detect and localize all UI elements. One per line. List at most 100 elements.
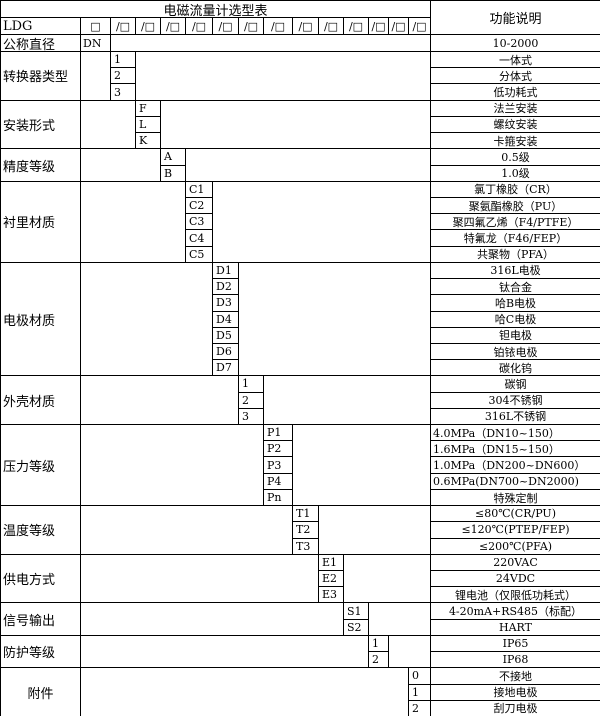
option-desc: 分体式 bbox=[431, 68, 600, 85]
group-label: 精度等级 bbox=[1, 149, 81, 182]
option-desc: 4-20mA+RS485（标配） bbox=[431, 603, 600, 620]
option-code: C3 bbox=[186, 214, 213, 231]
blank-cell bbox=[81, 149, 161, 182]
option-desc: 特氟龙（F46/FEP） bbox=[431, 230, 600, 247]
option-code: 2 bbox=[239, 392, 264, 409]
option-desc: 304不锈钢 bbox=[431, 393, 600, 409]
option-code: D7 bbox=[213, 360, 239, 377]
option-desc: 4.0MPa（DN10~150） bbox=[431, 425, 600, 442]
option-code: P1 bbox=[264, 425, 293, 442]
model-slot: /□ bbox=[344, 18, 369, 35]
option-desc: HART bbox=[431, 620, 600, 636]
option-desc: ≤200℃(PFA) bbox=[431, 539, 600, 555]
table-title: 电磁流量计选型表 bbox=[1, 1, 431, 18]
group-label: 防护等级 bbox=[1, 635, 81, 669]
option-desc: 1.6MPa（DN15~150） bbox=[431, 441, 600, 458]
option-code: K bbox=[136, 133, 161, 150]
blank-cell bbox=[81, 554, 319, 604]
option-code: C4 bbox=[186, 230, 213, 247]
option-code: D1 bbox=[213, 262, 239, 280]
blank-cell bbox=[81, 506, 293, 555]
model-slot: /□ bbox=[369, 18, 389, 35]
option-desc: 螺纹安装 bbox=[431, 117, 600, 134]
option-code: D2 bbox=[213, 279, 239, 296]
option-desc: 特殊定制 bbox=[431, 490, 600, 507]
blank-cell bbox=[111, 35, 431, 52]
nominal-diameter-label: 公称直径 bbox=[1, 35, 81, 52]
option-desc: 法兰安装 bbox=[431, 101, 600, 117]
option-desc: ≤120℃(PTEP/FEP) bbox=[431, 522, 600, 539]
option-desc: 0.6MPa(DN700~DN2000) bbox=[431, 474, 600, 490]
blank-cell bbox=[81, 100, 136, 150]
model-slot: /□ bbox=[239, 18, 264, 35]
option-desc: 1.0MPa（DN200~DN600） bbox=[431, 457, 600, 474]
model-slot: /□ bbox=[213, 18, 239, 35]
option-code: S2 bbox=[344, 619, 369, 636]
blank-cell bbox=[213, 181, 431, 263]
option-code: L bbox=[136, 116, 161, 134]
option-code: E2 bbox=[319, 571, 344, 588]
option-desc: 1.0级 bbox=[431, 166, 600, 182]
group-label: 附件 bbox=[1, 668, 81, 716]
option-code: 0 bbox=[409, 668, 431, 685]
model-slot: /□ bbox=[111, 18, 136, 35]
option-code: 1 bbox=[409, 684, 431, 701]
blank-cell bbox=[81, 635, 369, 669]
nominal-diameter-desc: 10-2000 bbox=[431, 35, 600, 52]
option-code: C5 bbox=[186, 246, 213, 263]
option-desc: 316L不锈钢 bbox=[431, 409, 600, 426]
group-label: 信号输出 bbox=[1, 603, 81, 636]
option-desc: 氯丁橡胶（CR） bbox=[431, 182, 600, 198]
model-slot: /□ bbox=[389, 18, 409, 35]
option-code: A bbox=[161, 149, 186, 166]
blank-cell bbox=[81, 603, 344, 636]
blank-cell bbox=[136, 52, 431, 101]
model-slot: /□ bbox=[136, 18, 161, 35]
model-slot: /□ bbox=[409, 18, 431, 35]
option-code: T1 bbox=[293, 506, 319, 523]
option-code: D3 bbox=[213, 295, 239, 312]
option-code: D5 bbox=[213, 327, 239, 344]
blank-cell bbox=[81, 181, 186, 263]
option-code: C1 bbox=[186, 181, 213, 198]
option-code: 1 bbox=[111, 52, 136, 69]
option-code: 1 bbox=[369, 635, 389, 653]
option-code: T2 bbox=[293, 522, 319, 539]
group-label: 电极材质 bbox=[1, 262, 81, 377]
option-desc: 钽电极 bbox=[431, 328, 600, 344]
option-code: C2 bbox=[186, 197, 213, 215]
option-desc: IP65 bbox=[431, 636, 600, 653]
option-code: 3 bbox=[239, 408, 264, 426]
option-desc: 24VDC bbox=[431, 571, 600, 588]
option-desc: 哈C电极 bbox=[431, 312, 600, 328]
model-slot: /□ bbox=[264, 18, 293, 35]
group-label: 压力等级 bbox=[1, 425, 81, 507]
group-label: 外壳材质 bbox=[1, 376, 81, 426]
option-code: 3 bbox=[111, 84, 136, 101]
blank-cell bbox=[344, 554, 431, 604]
option-code: 2 bbox=[409, 700, 431, 716]
blank-cell bbox=[81, 668, 409, 716]
option-desc: 铂铱电极 bbox=[431, 344, 600, 361]
model-box: □ bbox=[81, 18, 111, 35]
option-desc: 碳钢 bbox=[431, 376, 600, 393]
option-desc: IP68 bbox=[431, 652, 600, 669]
blank-cell bbox=[369, 603, 431, 636]
group-label: 温度等级 bbox=[1, 506, 81, 555]
model-slot: /□ bbox=[293, 18, 319, 35]
group-label: 安装形式 bbox=[1, 100, 81, 150]
blank-cell bbox=[81, 425, 264, 507]
nominal-diameter-code: DN bbox=[81, 35, 111, 52]
option-code: P4 bbox=[264, 473, 293, 490]
option-desc: 220VAC bbox=[431, 555, 600, 572]
option-code: 2 bbox=[111, 68, 136, 85]
group-label: 供电方式 bbox=[1, 554, 81, 604]
option-desc: 接地电极 bbox=[431, 685, 600, 701]
option-desc: 卡箍安装 bbox=[431, 133, 600, 150]
option-code: Pn bbox=[264, 489, 293, 507]
option-desc: 碳化钨 bbox=[431, 360, 600, 377]
function-header: 功能说明 bbox=[431, 1, 600, 35]
option-code: F bbox=[136, 100, 161, 117]
blank-cell bbox=[239, 262, 431, 377]
